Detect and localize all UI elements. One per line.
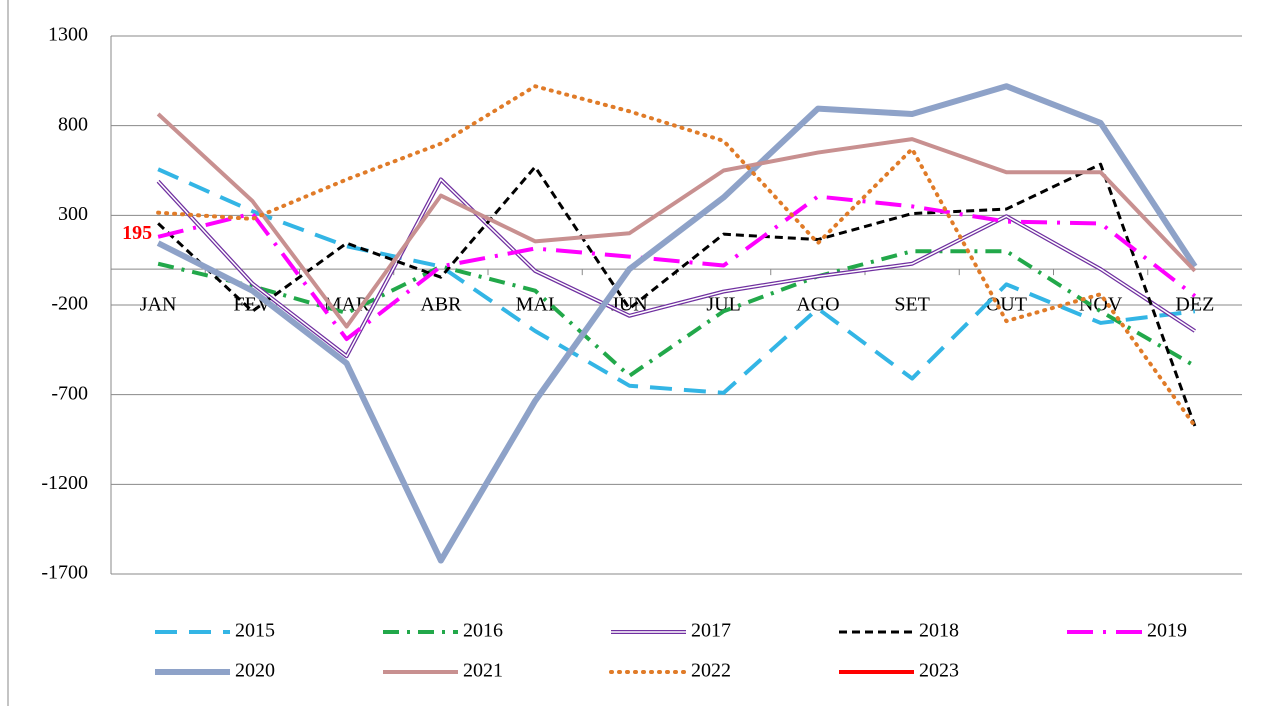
y-tick-label: 1300: [48, 24, 88, 46]
x-tick-label: SET: [894, 294, 930, 316]
y-tick-label: -1200: [41, 472, 88, 494]
x-tick-label: ABR: [420, 294, 462, 316]
x-tick-label: JAN: [140, 294, 177, 316]
x-tick-label: NOV: [1079, 294, 1123, 316]
legend-label: 2015: [235, 620, 275, 642]
legend-label: 2022: [691, 660, 731, 682]
legend-label: 2020: [235, 660, 275, 682]
y-tick-label: 300: [58, 203, 88, 225]
data-label: 195: [122, 222, 152, 244]
line: [156, 83, 1198, 564]
y-tick-label: -200: [51, 293, 88, 315]
line: [157, 162, 1197, 427]
line: [156, 112, 1197, 329]
y-tick-label: -1700: [41, 562, 88, 584]
y-tick-label: -700: [51, 382, 88, 404]
line: [156, 84, 1197, 429]
line-inner: [157, 178, 1196, 358]
legend-label: 2019: [1147, 620, 1187, 642]
legend-label: 2016: [463, 620, 503, 642]
line: [157, 167, 1196, 395]
y-tick-label: 800: [58, 113, 88, 135]
x-tick-label: DEZ: [1175, 294, 1214, 316]
legend-label: 2023: [919, 660, 959, 682]
x-tick-label: JUL: [706, 294, 740, 316]
chart-frame: [7, 0, 1270, 711]
legend-label: 2018: [919, 620, 959, 642]
line: [157, 194, 1197, 342]
x-tick-label: OUT: [986, 294, 1027, 316]
x-tick-label: MAI: [516, 294, 555, 316]
legend-label: 2021: [463, 660, 503, 682]
x-tick-label: AGO: [796, 294, 839, 316]
legend-label: 2017: [691, 620, 731, 642]
